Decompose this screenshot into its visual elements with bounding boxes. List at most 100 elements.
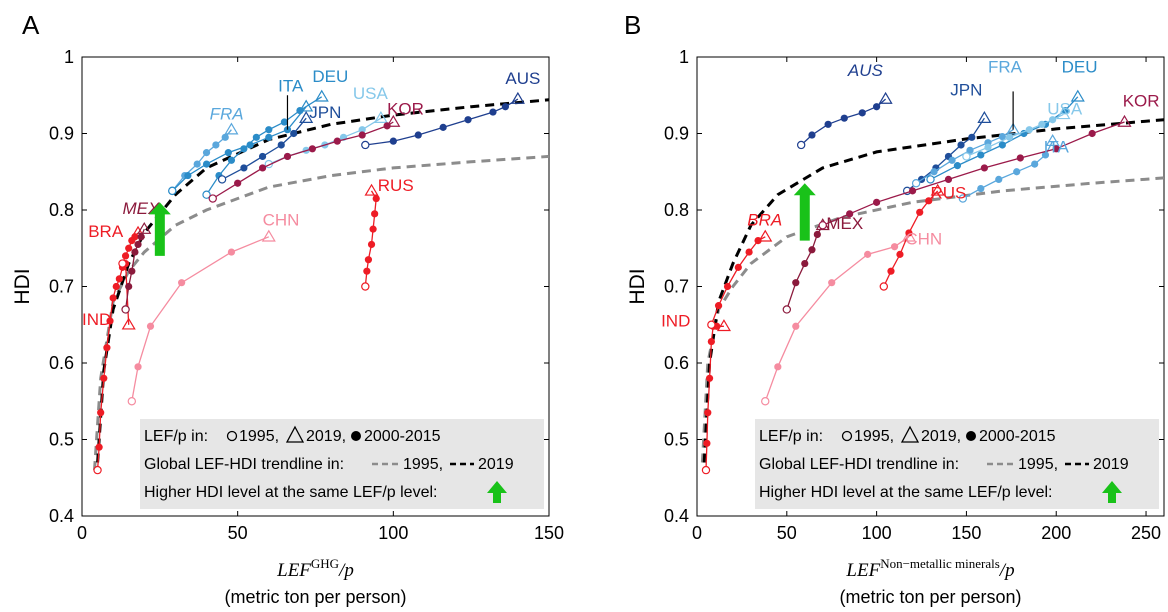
x-tick-label: 100: [862, 523, 892, 543]
legend-1995: 1995,: [854, 428, 894, 445]
point-2000-2015: [813, 230, 821, 239]
point-2000-2015: [984, 143, 992, 151]
point-2000-2015: [184, 171, 192, 180]
x-axis-units: (metric ton per person): [839, 587, 1021, 607]
point-2000-2015: [977, 151, 985, 159]
point-2000-2015: [131, 248, 139, 256]
point-2000-2015: [801, 259, 809, 268]
point-2000-2015: [137, 233, 145, 241]
point-2000-2015: [202, 160, 211, 168]
legend-line1-prefix: LEF/p in:: [144, 428, 208, 445]
point-2000-2015: [966, 146, 974, 154]
x-axis-label: LEFGHG/p: [276, 556, 354, 581]
country-label-FRA: FRA: [988, 57, 1023, 76]
country-label-RUS: RUS: [931, 184, 967, 203]
point-2000-2015: [501, 103, 510, 111]
point-2000-2015: [1013, 168, 1021, 176]
point-2000-2015: [1005, 133, 1014, 141]
point-2000-2015: [227, 248, 236, 256]
panel-letter: B: [624, 10, 641, 40]
legend-filled-circle-icon: [966, 431, 976, 441]
point-2000-2015: [1052, 145, 1060, 153]
point-2000-2015: [948, 156, 956, 164]
series-ITA: [168, 99, 314, 196]
point-2000-2015: [1016, 154, 1024, 162]
x-tick-label: 50: [777, 523, 797, 543]
point-2000-2015: [887, 267, 895, 275]
country-label-RUS: RUS: [378, 176, 414, 195]
series-KOR: [818, 114, 1132, 230]
y-tick-label: 0.4: [49, 506, 74, 526]
point-1995: [701, 465, 711, 475]
country-label-USA: USA: [1047, 99, 1083, 118]
y-axis-label: HDI: [11, 268, 34, 304]
point-2000-2015: [925, 197, 933, 205]
point-2000-2015: [358, 126, 366, 134]
point-2019: [977, 111, 992, 123]
y-tick-label: 0.5: [664, 430, 689, 450]
y-tick-label: 0.8: [664, 200, 689, 220]
point-2000-2015: [308, 145, 316, 153]
series-line: [822, 121, 1125, 226]
legend: LEF/p in: 1995, 2019, 2000-2015 Global LEF-H…: [140, 419, 544, 509]
y-tick-label: 1: [679, 47, 689, 67]
series-line: [764, 236, 910, 402]
point-2000-2015: [998, 141, 1006, 149]
plot-area: [93, 89, 549, 475]
point-2000-2015: [389, 137, 397, 145]
point-2000-2015: [112, 282, 120, 291]
point-2000-2015: [944, 175, 953, 183]
point-2000-2015: [240, 164, 248, 172]
country-label-USA: USA: [353, 84, 389, 103]
point-1995: [911, 179, 921, 188]
series-CHN: [761, 229, 916, 406]
point-2000-2015: [734, 263, 742, 271]
point-2000-2015: [202, 149, 211, 157]
series-MEX: [782, 218, 830, 314]
point-2000-2015: [221, 133, 229, 141]
country-label-ITA: ITA: [278, 76, 304, 95]
country-label-CHN: CHN: [263, 210, 300, 229]
point-2019: [901, 229, 916, 242]
point-2019: [1056, 107, 1071, 120]
point-2000-2015: [252, 133, 260, 141]
point-2000-2015: [258, 152, 267, 161]
point-2019: [386, 114, 401, 127]
point-2000-2015: [858, 109, 866, 117]
x-tick-label: 0: [77, 523, 87, 543]
point-2000-2015: [745, 248, 753, 256]
series-IND: [701, 319, 731, 475]
point-1995: [818, 221, 827, 230]
x-tick-label: 200: [1041, 523, 1071, 543]
point-2000-2015: [792, 279, 800, 287]
series-MEX: [121, 221, 152, 314]
point-2000-2015: [146, 322, 155, 330]
point-2000-2015: [283, 152, 292, 161]
point-1995: [761, 397, 770, 406]
point-2000-2015: [896, 250, 904, 258]
x-axis-label-tail: /p: [999, 560, 1015, 581]
country-label-AUS: AUS: [847, 61, 884, 80]
point-2000-2015: [224, 149, 232, 157]
point-2000-2015: [1041, 151, 1050, 159]
point-1995: [93, 465, 102, 475]
legend-filled-circle-icon: [351, 431, 361, 441]
legend-line2-prefix: Global LEF-HDI trendline in:: [759, 456, 959, 473]
x-axis-label-main: LEF: [845, 560, 880, 581]
y-tick-label: 0.5: [49, 430, 74, 450]
point-2000-2015: [707, 337, 715, 346]
legend-2019: 2019,: [306, 428, 346, 445]
series-line: [212, 121, 394, 200]
point-2000-2015: [106, 317, 114, 325]
point-2000-2015: [808, 131, 816, 139]
y-axis-label: HDI: [626, 268, 649, 304]
point-2000-2015: [95, 443, 103, 451]
legend-green-arrow-icon: [487, 481, 507, 503]
point-2019: [364, 183, 379, 196]
point-1995: [202, 190, 211, 199]
point-1995: [118, 259, 127, 268]
point-1995: [879, 282, 889, 291]
point-1995: [361, 140, 370, 150]
point-2000-2015: [178, 279, 186, 287]
point-2000-2015: [808, 246, 816, 254]
